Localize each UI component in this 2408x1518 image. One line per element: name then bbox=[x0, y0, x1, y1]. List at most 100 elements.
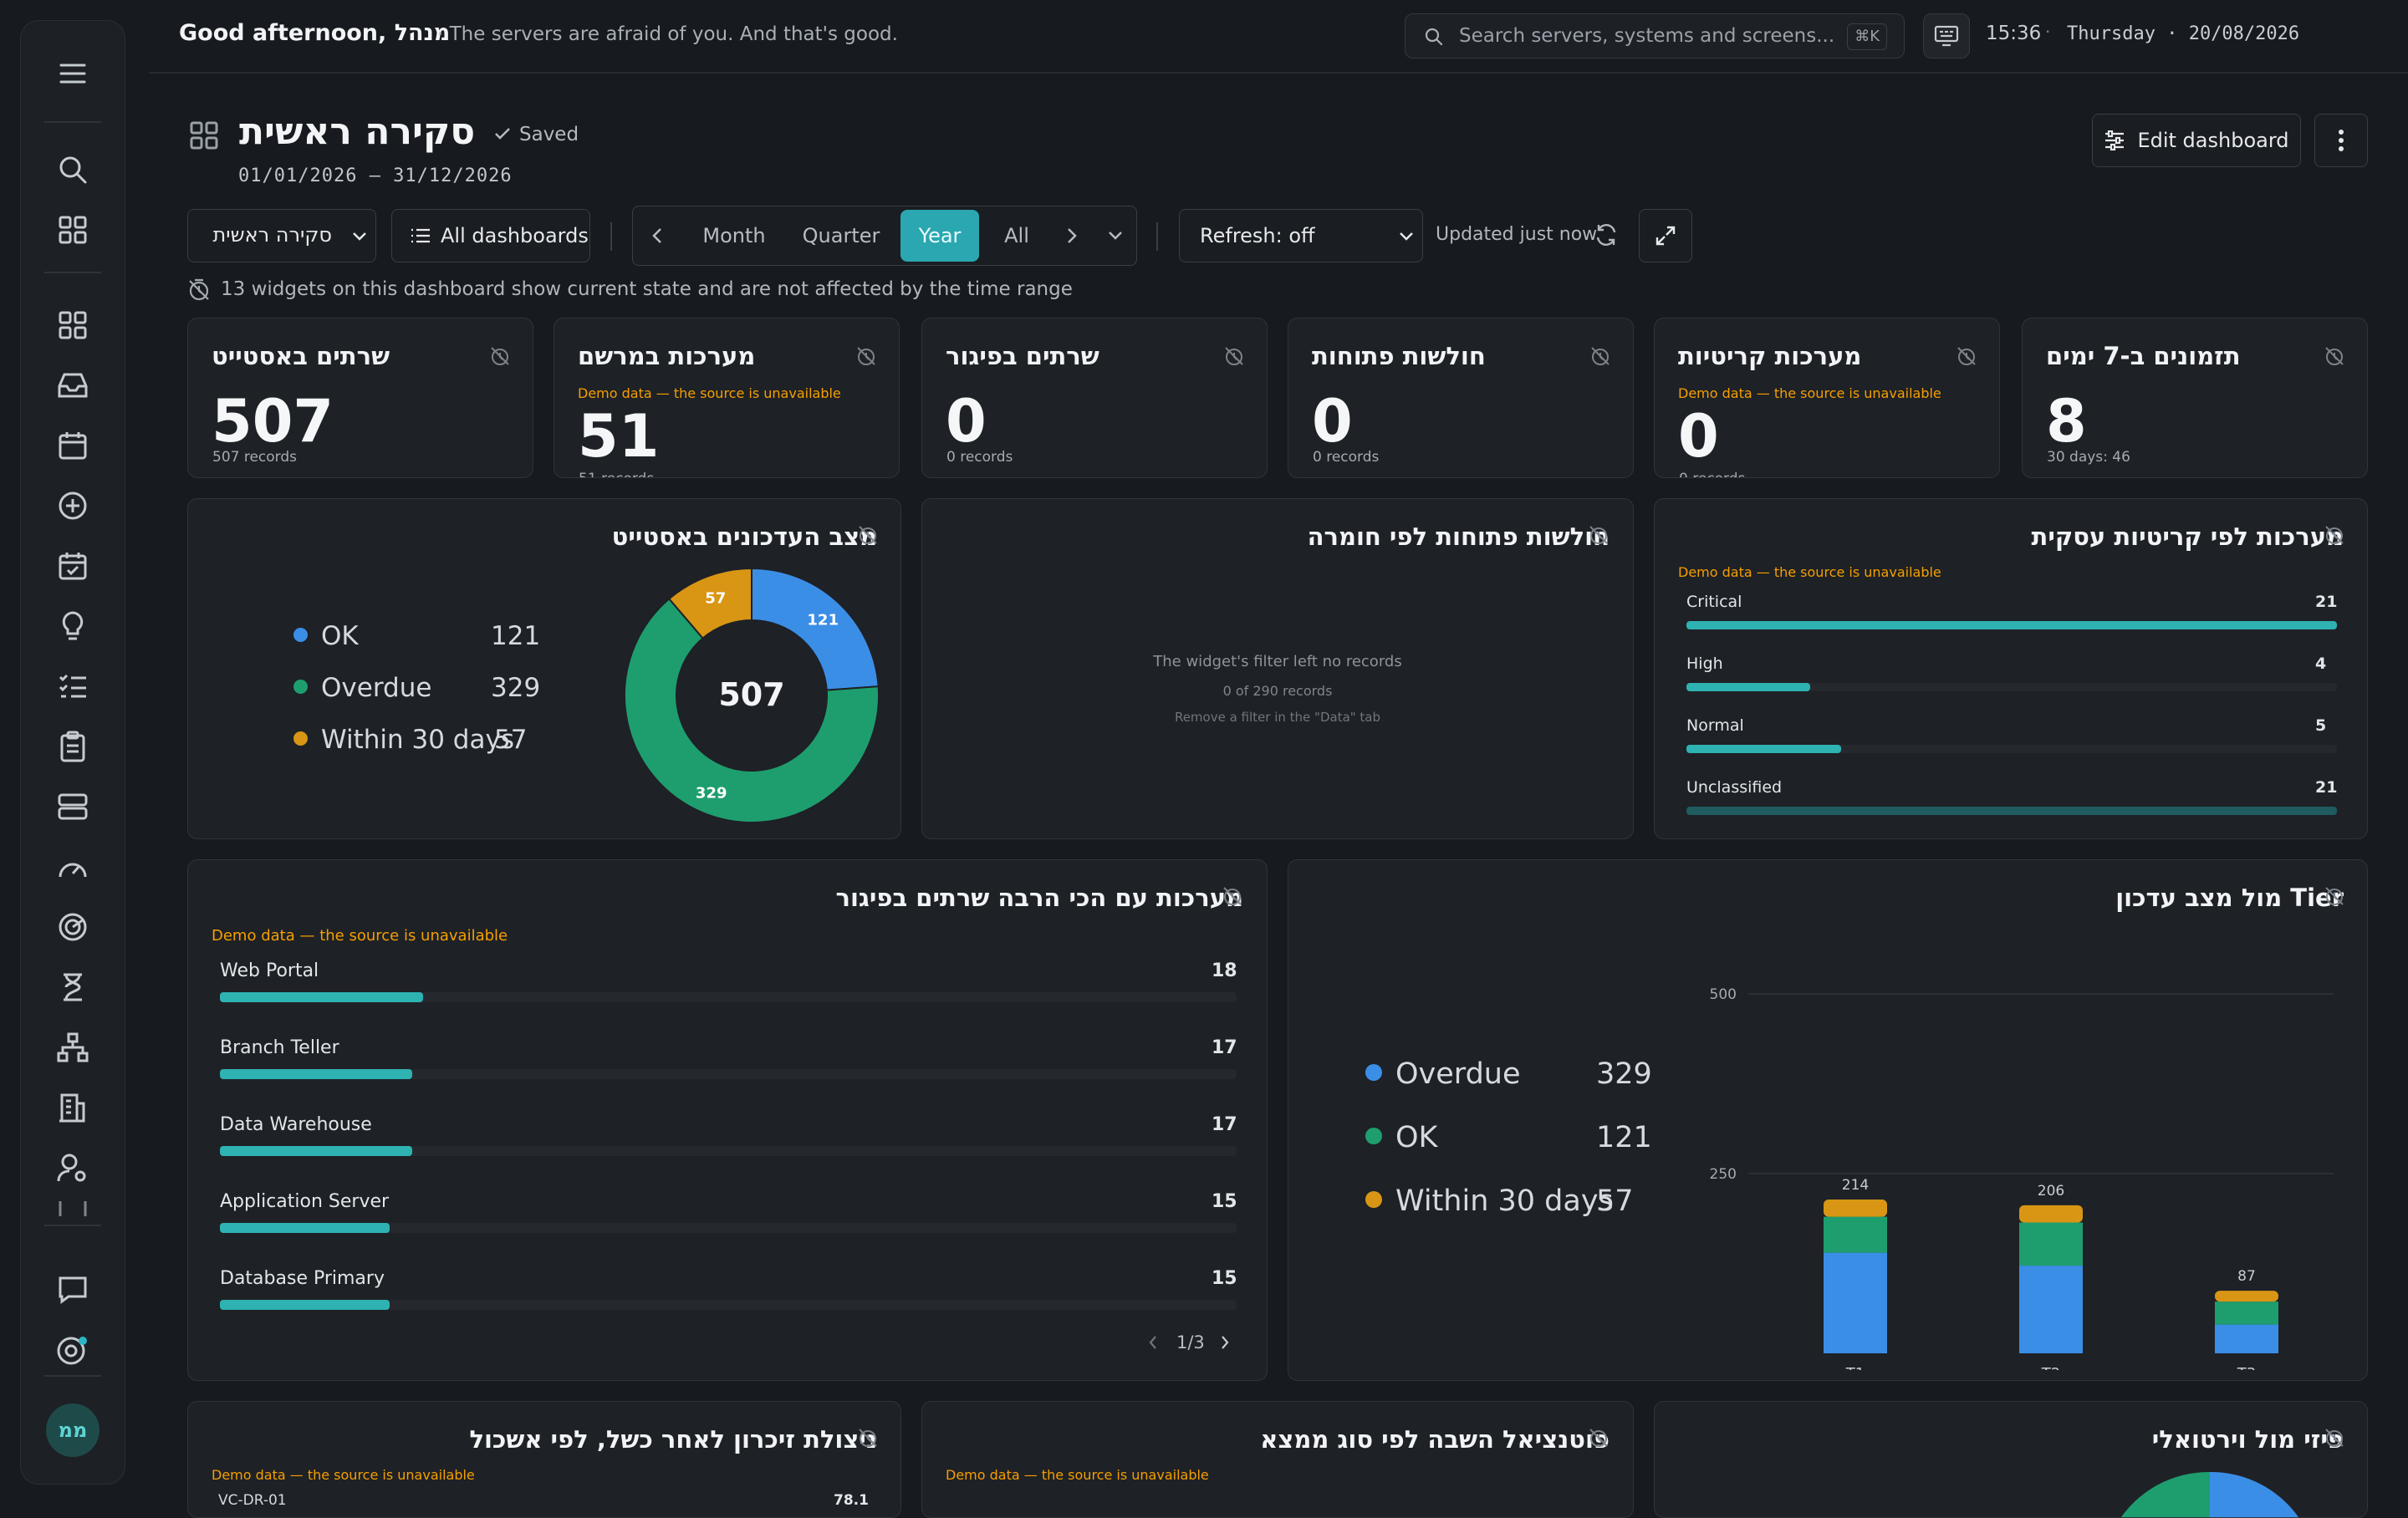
next-period-button[interactable] bbox=[1053, 210, 1091, 262]
bar-total-label: 87 bbox=[2237, 1268, 2256, 1285]
gauge-icon[interactable] bbox=[54, 848, 92, 886]
kpi-value: 0 bbox=[1312, 387, 1353, 456]
inbox-icon[interactable] bbox=[54, 366, 92, 405]
previous-period-button[interactable] bbox=[638, 210, 676, 262]
clock-off-icon bbox=[859, 526, 877, 544]
search-icon[interactable] bbox=[54, 150, 92, 189]
kpi-card[interactable]: תזמונים ב-7 ימים 8 30 days: 46 bbox=[2022, 318, 2368, 478]
bar-segment-overdue[interactable] bbox=[2019, 1266, 2083, 1353]
bar-segment-within-30-days[interactable] bbox=[2019, 1205, 2083, 1223]
legend-item[interactable]: Within 30 days 57 bbox=[293, 725, 536, 755]
updated-status: Updated just now bbox=[1436, 224, 1598, 245]
period-quarter[interactable]: Quarter bbox=[802, 224, 880, 247]
period-all[interactable]: All bbox=[1004, 224, 1029, 247]
dashboard-select[interactable]: סקירה ראשית bbox=[187, 209, 376, 262]
calendar-check-icon[interactable] bbox=[54, 547, 92, 585]
clock-off-icon bbox=[1589, 526, 1608, 544]
support-icon[interactable] bbox=[54, 1332, 92, 1370]
time-range-note: 13 widgets on this dashboard show curren… bbox=[221, 278, 1073, 300]
prev-page-icon[interactable] bbox=[1148, 1335, 1158, 1353]
kpi-value: 507 bbox=[212, 387, 334, 456]
kpi-subtext: 507 records bbox=[212, 449, 298, 466]
bar-segment-ok[interactable] bbox=[1824, 1216, 1887, 1253]
bar-track bbox=[1686, 807, 2337, 815]
bar-segment-overdue[interactable] bbox=[2215, 1324, 2278, 1353]
donut-slice-ok[interactable] bbox=[751, 567, 880, 691]
bar-value: 15 bbox=[1212, 1191, 1237, 1212]
bar-segment-within-30-days[interactable] bbox=[2215, 1291, 2278, 1302]
next-page-icon[interactable] bbox=[1220, 1335, 1230, 1353]
calendar-icon[interactable] bbox=[54, 426, 92, 465]
criticality-widget: מערכות לפי קריטיות עסקית Demo data — the… bbox=[1654, 498, 2368, 839]
building-icon[interactable] bbox=[54, 1088, 92, 1127]
lightbulb-icon[interactable] bbox=[54, 607, 92, 645]
clock-off-icon bbox=[1957, 347, 1976, 365]
legend-label: Within 30 days bbox=[321, 725, 514, 755]
global-search[interactable]: Search servers, systems and screens... ⌘… bbox=[1405, 13, 1905, 59]
bar-value: 21 bbox=[2315, 593, 2338, 611]
search-input[interactable]: Search servers, systems and screens... bbox=[1459, 25, 1835, 47]
legend-item[interactable]: OK 121 bbox=[1365, 1121, 1683, 1154]
bar-fill bbox=[1686, 683, 1811, 691]
legend-dot bbox=[1365, 1191, 1382, 1208]
period-year[interactable]: Year bbox=[900, 210, 979, 262]
bar-segment-within-30-days[interactable] bbox=[1824, 1199, 1887, 1217]
refresh-select[interactable]: Refresh: off bbox=[1179, 209, 1423, 262]
update-status-widget: מצב העדכונים באסטייט OK 121 Overdue 329 With… bbox=[187, 498, 901, 839]
kpi-value: 0 bbox=[1678, 402, 1719, 471]
donut-slice-overdue[interactable] bbox=[624, 597, 880, 823]
plus-circle-icon[interactable] bbox=[54, 486, 92, 525]
y-tick-label: 250 bbox=[1710, 1166, 1737, 1183]
fullscreen-button[interactable] bbox=[1639, 209, 1692, 262]
row-label: VC-DR-01 bbox=[218, 1492, 287, 1509]
sliders-icon bbox=[2105, 130, 2125, 150]
empty-message: The widget's filter left no records bbox=[1153, 653, 1402, 670]
donut-slice-within-30-days[interactable] bbox=[667, 567, 752, 639]
kpi-card[interactable]: שרתים בפיגור 0 0 records bbox=[921, 318, 1268, 478]
radar-icon[interactable] bbox=[54, 908, 92, 946]
period-month[interactable]: Month bbox=[702, 224, 766, 247]
bar-label: Normal bbox=[1686, 716, 1744, 735]
chevron-down-icon bbox=[1400, 232, 1413, 241]
chat-icon[interactable] bbox=[54, 1271, 92, 1309]
bar-segment-ok[interactable] bbox=[2215, 1302, 2278, 1325]
dashboard-icon[interactable] bbox=[54, 306, 92, 344]
legend-item[interactable]: Overdue 329 bbox=[293, 673, 540, 703]
server-icon[interactable] bbox=[54, 787, 92, 826]
empty-count: 0 of 290 records bbox=[1222, 683, 1333, 699]
grid-icon[interactable] bbox=[54, 211, 92, 249]
more-vertical-icon bbox=[2339, 130, 2344, 151]
display-toggle-button[interactable] bbox=[1923, 13, 1970, 59]
calendar-icon bbox=[54, 1201, 92, 1216]
bar-total-label: 214 bbox=[1842, 1177, 1869, 1194]
more-options-button[interactable] bbox=[2314, 114, 2368, 167]
kpi-card[interactable]: מערכות במרשם Demo data — the source is u… bbox=[554, 318, 900, 478]
date-range: 01/01/2026 — 31/12/2026 bbox=[238, 166, 513, 186]
refresh-select-value: Refresh: off bbox=[1200, 224, 1315, 247]
bar-segment-ok[interactable] bbox=[2019, 1222, 2083, 1266]
edit-dashboard-button[interactable]: Edit dashboard bbox=[2092, 114, 2301, 167]
x-tick-label: T1 bbox=[1845, 1365, 1865, 1370]
period-menu-button[interactable] bbox=[1096, 210, 1135, 262]
sitemap-icon[interactable] bbox=[54, 1028, 92, 1067]
checklist-icon[interactable] bbox=[54, 667, 92, 706]
avatar[interactable]: ממ bbox=[46, 1403, 99, 1457]
kpi-card[interactable]: שרתים באסטייט 507 507 records bbox=[187, 318, 533, 478]
all-dashboards-button[interactable]: All dashboards bbox=[391, 209, 590, 262]
legend-value: 329 bbox=[1596, 1057, 1652, 1091]
topbar: Good afternoon, מנהל · The servers are a… bbox=[149, 0, 2408, 74]
bar-value: 5 bbox=[2315, 716, 2327, 735]
bar-segment-overdue[interactable] bbox=[1824, 1252, 1887, 1353]
menu-icon[interactable] bbox=[54, 54, 92, 93]
kpi-title: שרתים בפיגור bbox=[946, 342, 1099, 370]
demo-note: Demo data — the source is unavailable bbox=[212, 1467, 475, 1483]
kpi-card[interactable]: חולשות פתוחות 0 0 records bbox=[1288, 318, 1634, 478]
user-gear-icon[interactable] bbox=[54, 1149, 92, 1187]
legend-item[interactable]: OK 121 bbox=[293, 621, 540, 651]
legend-item[interactable]: Overdue 329 bbox=[1365, 1057, 1683, 1091]
hourglass-icon[interactable] bbox=[54, 968, 92, 1006]
clipboard-icon[interactable] bbox=[54, 727, 92, 766]
legend-item[interactable]: Within 30 days 57 bbox=[1365, 1184, 1683, 1218]
refresh-icon[interactable] bbox=[1594, 222, 1619, 251]
kpi-card[interactable]: מערכות קריטיות Demo data — the source is… bbox=[1654, 318, 2000, 478]
